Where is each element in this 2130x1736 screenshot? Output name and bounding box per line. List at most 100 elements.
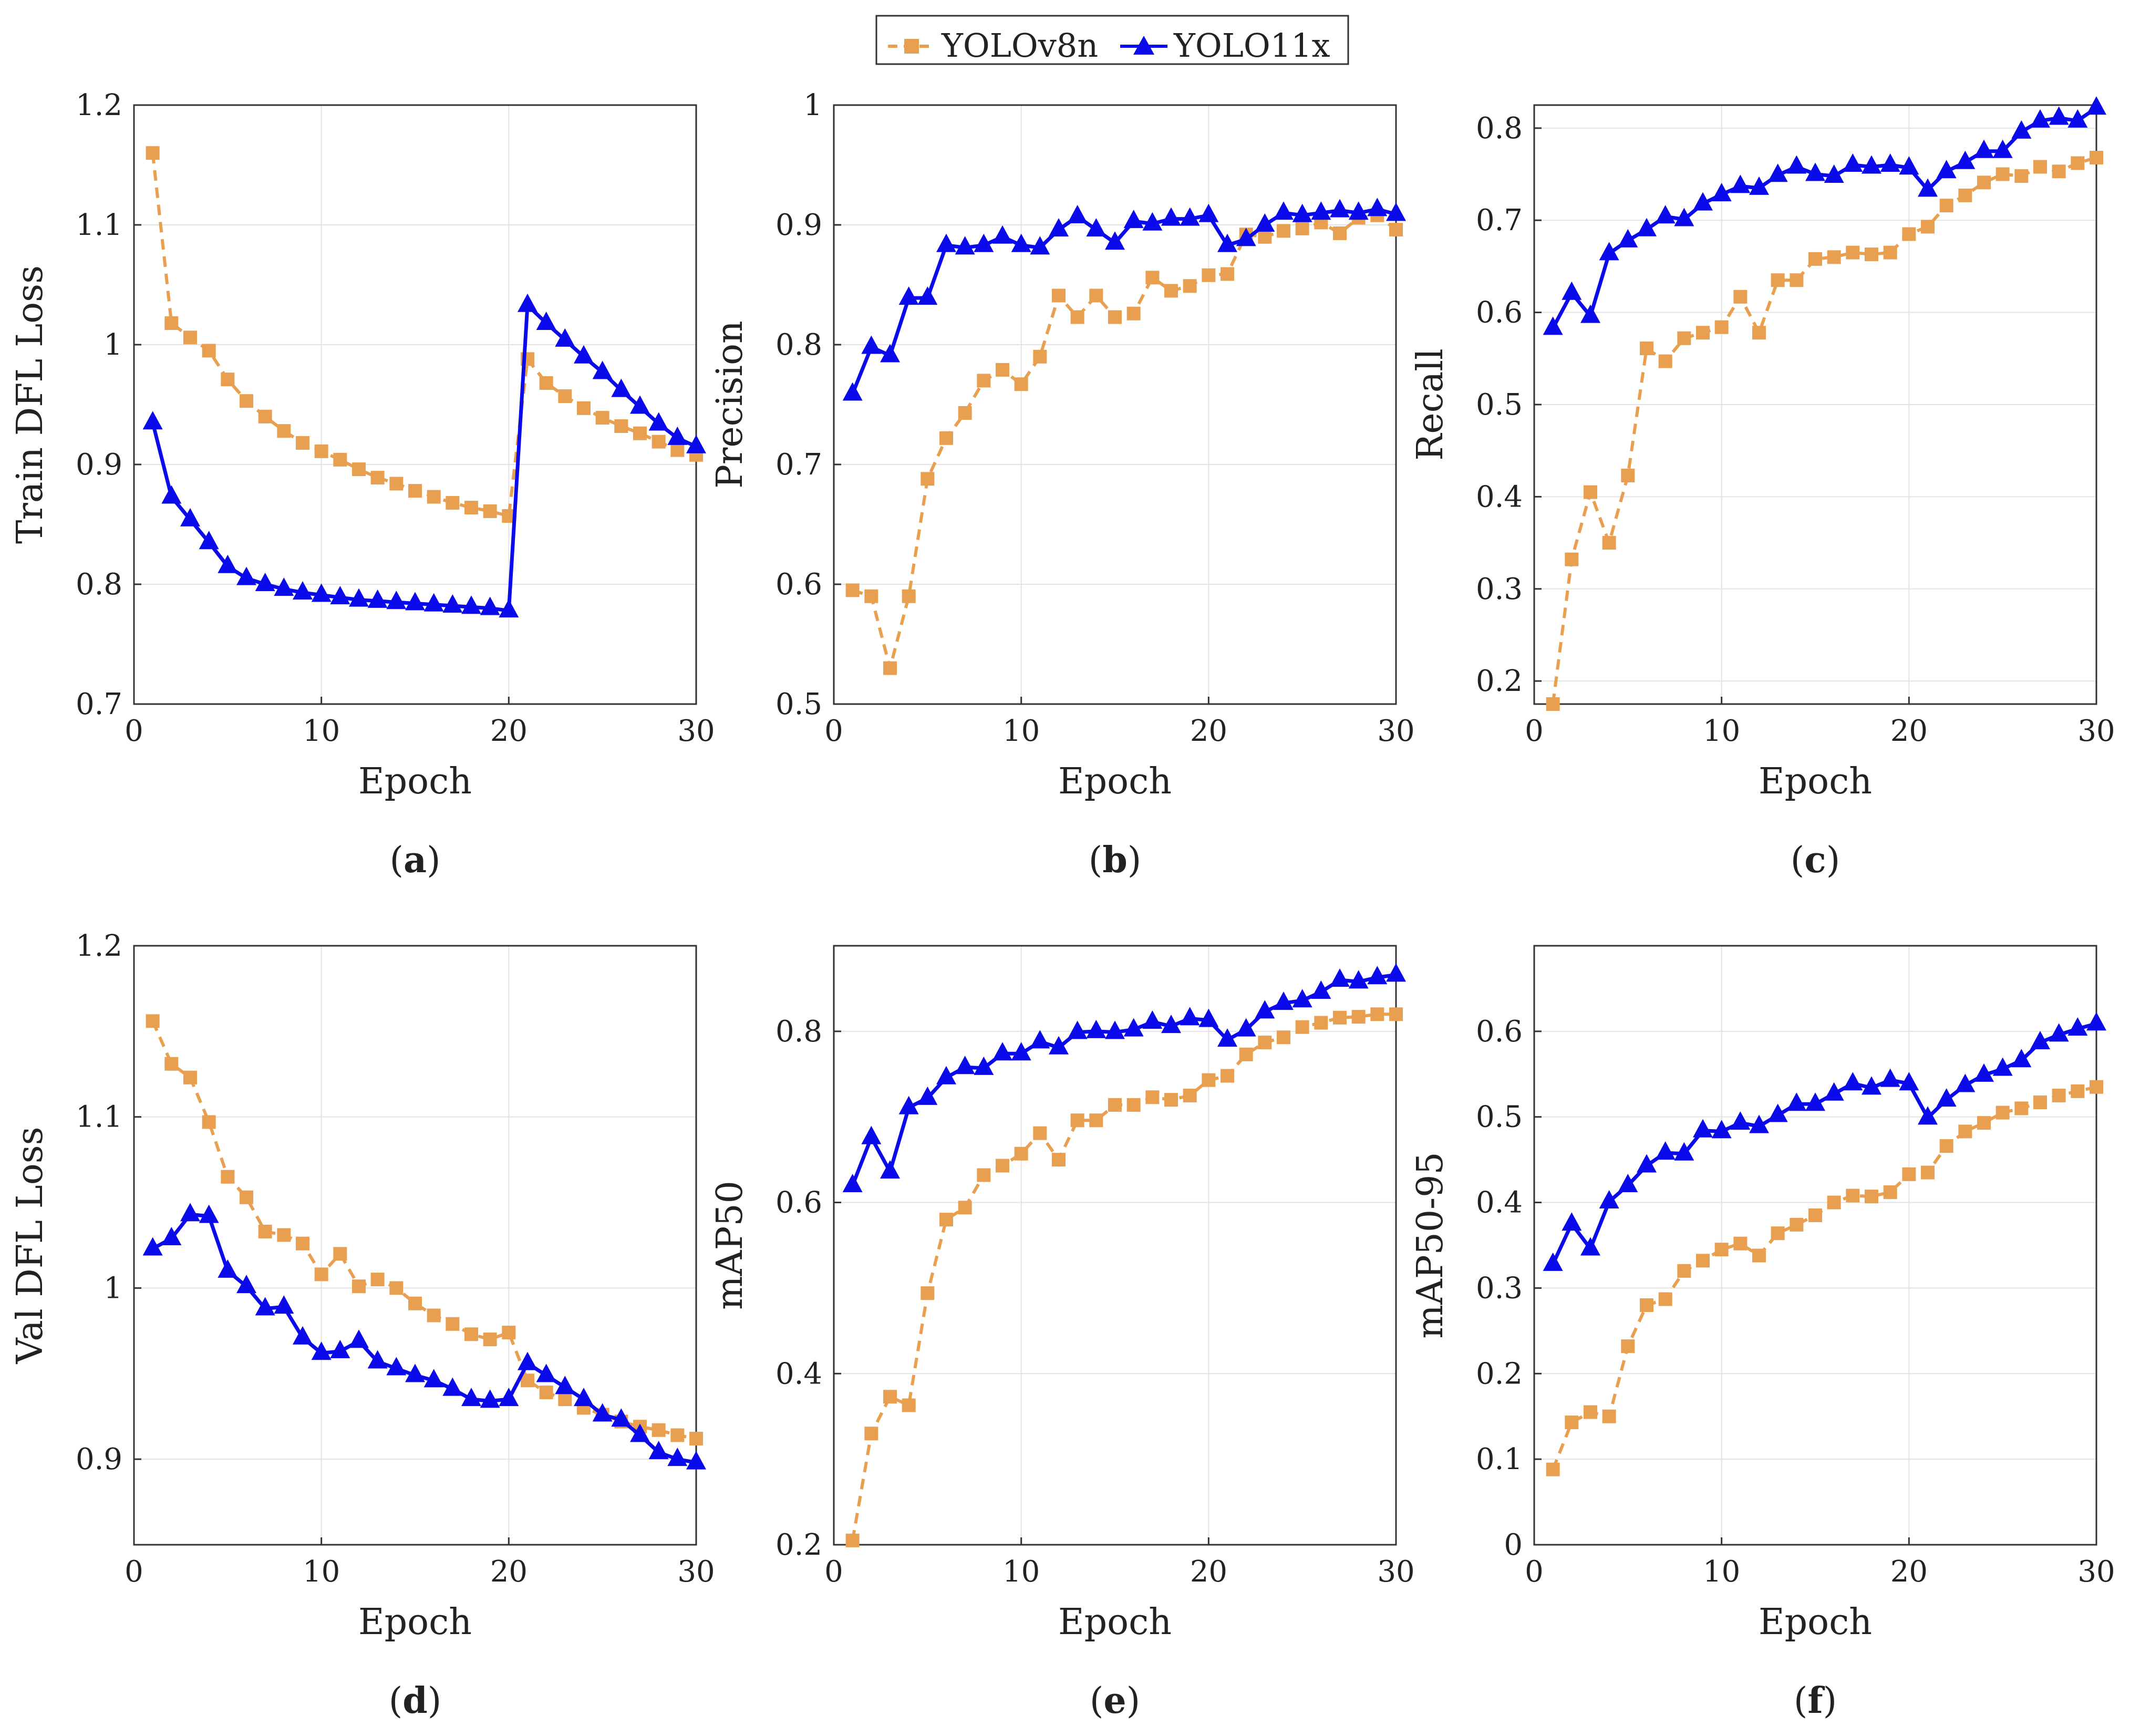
data-point	[1584, 485, 1597, 499]
data-point	[667, 1448, 688, 1466]
series-yolo11x	[842, 198, 1406, 401]
data-point	[464, 501, 478, 515]
data-point	[370, 1273, 385, 1287]
data-point	[1126, 306, 1141, 321]
series-yolov8n	[845, 208, 1403, 675]
data-point	[1584, 1405, 1597, 1419]
data-point	[2030, 109, 2050, 128]
y-tick-label: 0.6	[1476, 1015, 1523, 1049]
data-point	[518, 293, 537, 312]
y-tick-label: 0.6	[776, 567, 822, 602]
data-point	[2011, 120, 2032, 139]
x-tick-label: 30	[2077, 714, 2115, 748]
data-point	[255, 573, 275, 591]
data-point	[446, 495, 460, 510]
data-point	[555, 1376, 575, 1394]
legend-entry-yolo11x: YOLO11x	[1120, 26, 1330, 65]
y-tick-label: 0.9	[76, 448, 122, 482]
data-point	[1126, 1098, 1141, 1112]
data-point	[1824, 164, 1844, 183]
legend-marker-yolo11x	[1133, 36, 1154, 55]
data-point	[293, 581, 313, 600]
data-point	[1846, 1189, 1860, 1203]
y-tick-label: 1	[803, 88, 822, 122]
data-point	[1183, 1089, 1197, 1102]
y-tick-label: 0.2	[1476, 664, 1523, 698]
data-point	[2086, 1012, 2106, 1031]
data-point	[330, 586, 350, 605]
data-point	[1145, 1090, 1160, 1104]
data-point	[442, 594, 463, 613]
data-point	[277, 424, 291, 438]
x-tick-label: 0	[1525, 1555, 1544, 1589]
data-point	[1711, 183, 1732, 202]
series-line	[1551, 106, 2097, 329]
data-point	[1142, 1010, 1163, 1029]
data-point	[670, 443, 685, 457]
data-point	[1070, 310, 1084, 324]
x-tick-label: 30	[2077, 1555, 2115, 1589]
data-point	[1880, 1068, 1900, 1087]
data-point	[1108, 1098, 1122, 1112]
y-axis-label: Recall	[1410, 348, 1451, 461]
data-point	[1367, 198, 1388, 216]
data-point	[1790, 1217, 1804, 1232]
x-axis-label: Epoch	[358, 761, 472, 802]
x-tick-label: 20	[490, 1555, 528, 1589]
x-tick-label: 10	[1703, 1555, 1740, 1589]
data-point	[1752, 1248, 1766, 1263]
data-point	[442, 1377, 463, 1396]
data-point	[1389, 1007, 1403, 1021]
data-point	[921, 1286, 935, 1300]
data-point	[164, 1057, 179, 1071]
data-point	[1108, 310, 1122, 324]
data-point	[180, 508, 200, 526]
x-tick-label: 30	[677, 714, 715, 748]
data-point	[2033, 160, 2047, 174]
series-line	[1551, 156, 2097, 705]
data-point	[595, 411, 609, 425]
series-yolo11x	[842, 963, 1406, 1192]
data-point	[202, 1115, 216, 1129]
data-point	[1089, 288, 1103, 303]
panel-label: (a)	[389, 839, 440, 881]
series-yolo11x	[142, 1203, 706, 1470]
data-point	[386, 1357, 407, 1376]
chart-panel-c: 0 10 20 30 0.2 0.3 0.4 0.5 0.6 0.7 0.8 Epoch Recall (…	[1410, 96, 2115, 881]
data-point	[1236, 228, 1256, 246]
data-point	[1295, 1020, 1309, 1034]
y-tick-label: 1.2	[76, 929, 122, 963]
data-point	[2090, 150, 2103, 164]
data-point	[1086, 1019, 1107, 1038]
data-point	[864, 589, 878, 603]
data-point	[1543, 316, 1563, 335]
data-point	[1030, 1030, 1050, 1049]
y-tick-label: 0	[1504, 1528, 1523, 1562]
data-point	[1883, 245, 1897, 260]
data-point	[1618, 1174, 1638, 1192]
data-point	[958, 406, 972, 420]
data-point	[1386, 202, 1406, 221]
data-point	[555, 328, 575, 347]
data-point	[1658, 354, 1672, 368]
data-point	[1255, 213, 1275, 232]
data-point	[1202, 1073, 1216, 1087]
data-point	[330, 1339, 350, 1358]
data-point	[1730, 174, 1751, 193]
data-point	[427, 1308, 441, 1322]
chart-panel-d: 0 10 20 30 0.9 1 1.1 1.2 Epoch Val DFL Loss (d)	[9, 929, 715, 1722]
x-tick-label: 0	[125, 714, 143, 748]
data-point	[146, 146, 160, 160]
data-point	[898, 286, 919, 305]
data-point	[221, 1170, 235, 1184]
data-point	[1221, 267, 1234, 281]
data-point	[1067, 205, 1088, 224]
data-point	[1164, 1093, 1178, 1107]
data-point	[1786, 1092, 1807, 1111]
series-line	[851, 973, 1397, 1186]
data-point	[1580, 304, 1600, 323]
data-point	[499, 599, 519, 618]
data-point	[255, 1297, 275, 1316]
data-point	[1330, 968, 1350, 987]
data-point	[1808, 252, 1822, 266]
